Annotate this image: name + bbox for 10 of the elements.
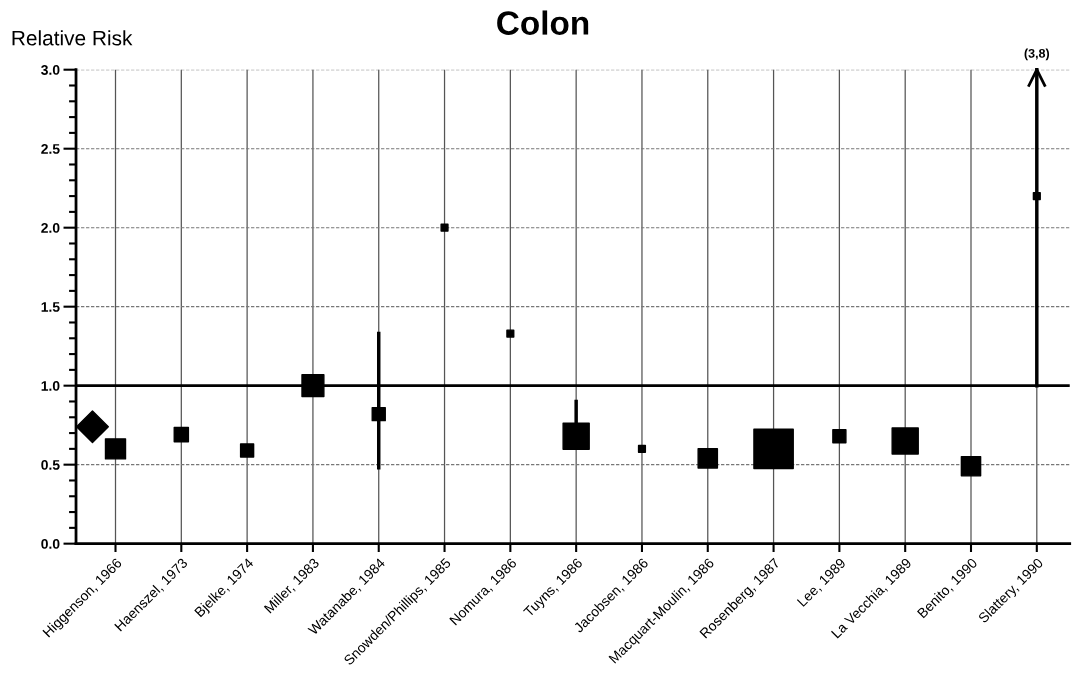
text: (3,8) — [1024, 48, 1050, 61]
y-axis-title: Relative Risk — [12, 30, 133, 46]
y-tick-label: 2.5 — [41, 144, 60, 154]
y-tick-label: 1.0 — [41, 381, 60, 391]
y-tick-label: 1.5 — [41, 302, 60, 312]
y-tick-label: 0.5 — [41, 460, 60, 470]
y-tick-label: 3.0 — [41, 65, 60, 75]
chart-title: Colon — [497, 10, 589, 35]
y-tick-label: 0.0 — [41, 538, 60, 549]
y-tick-label: 2.0 — [41, 223, 60, 233]
